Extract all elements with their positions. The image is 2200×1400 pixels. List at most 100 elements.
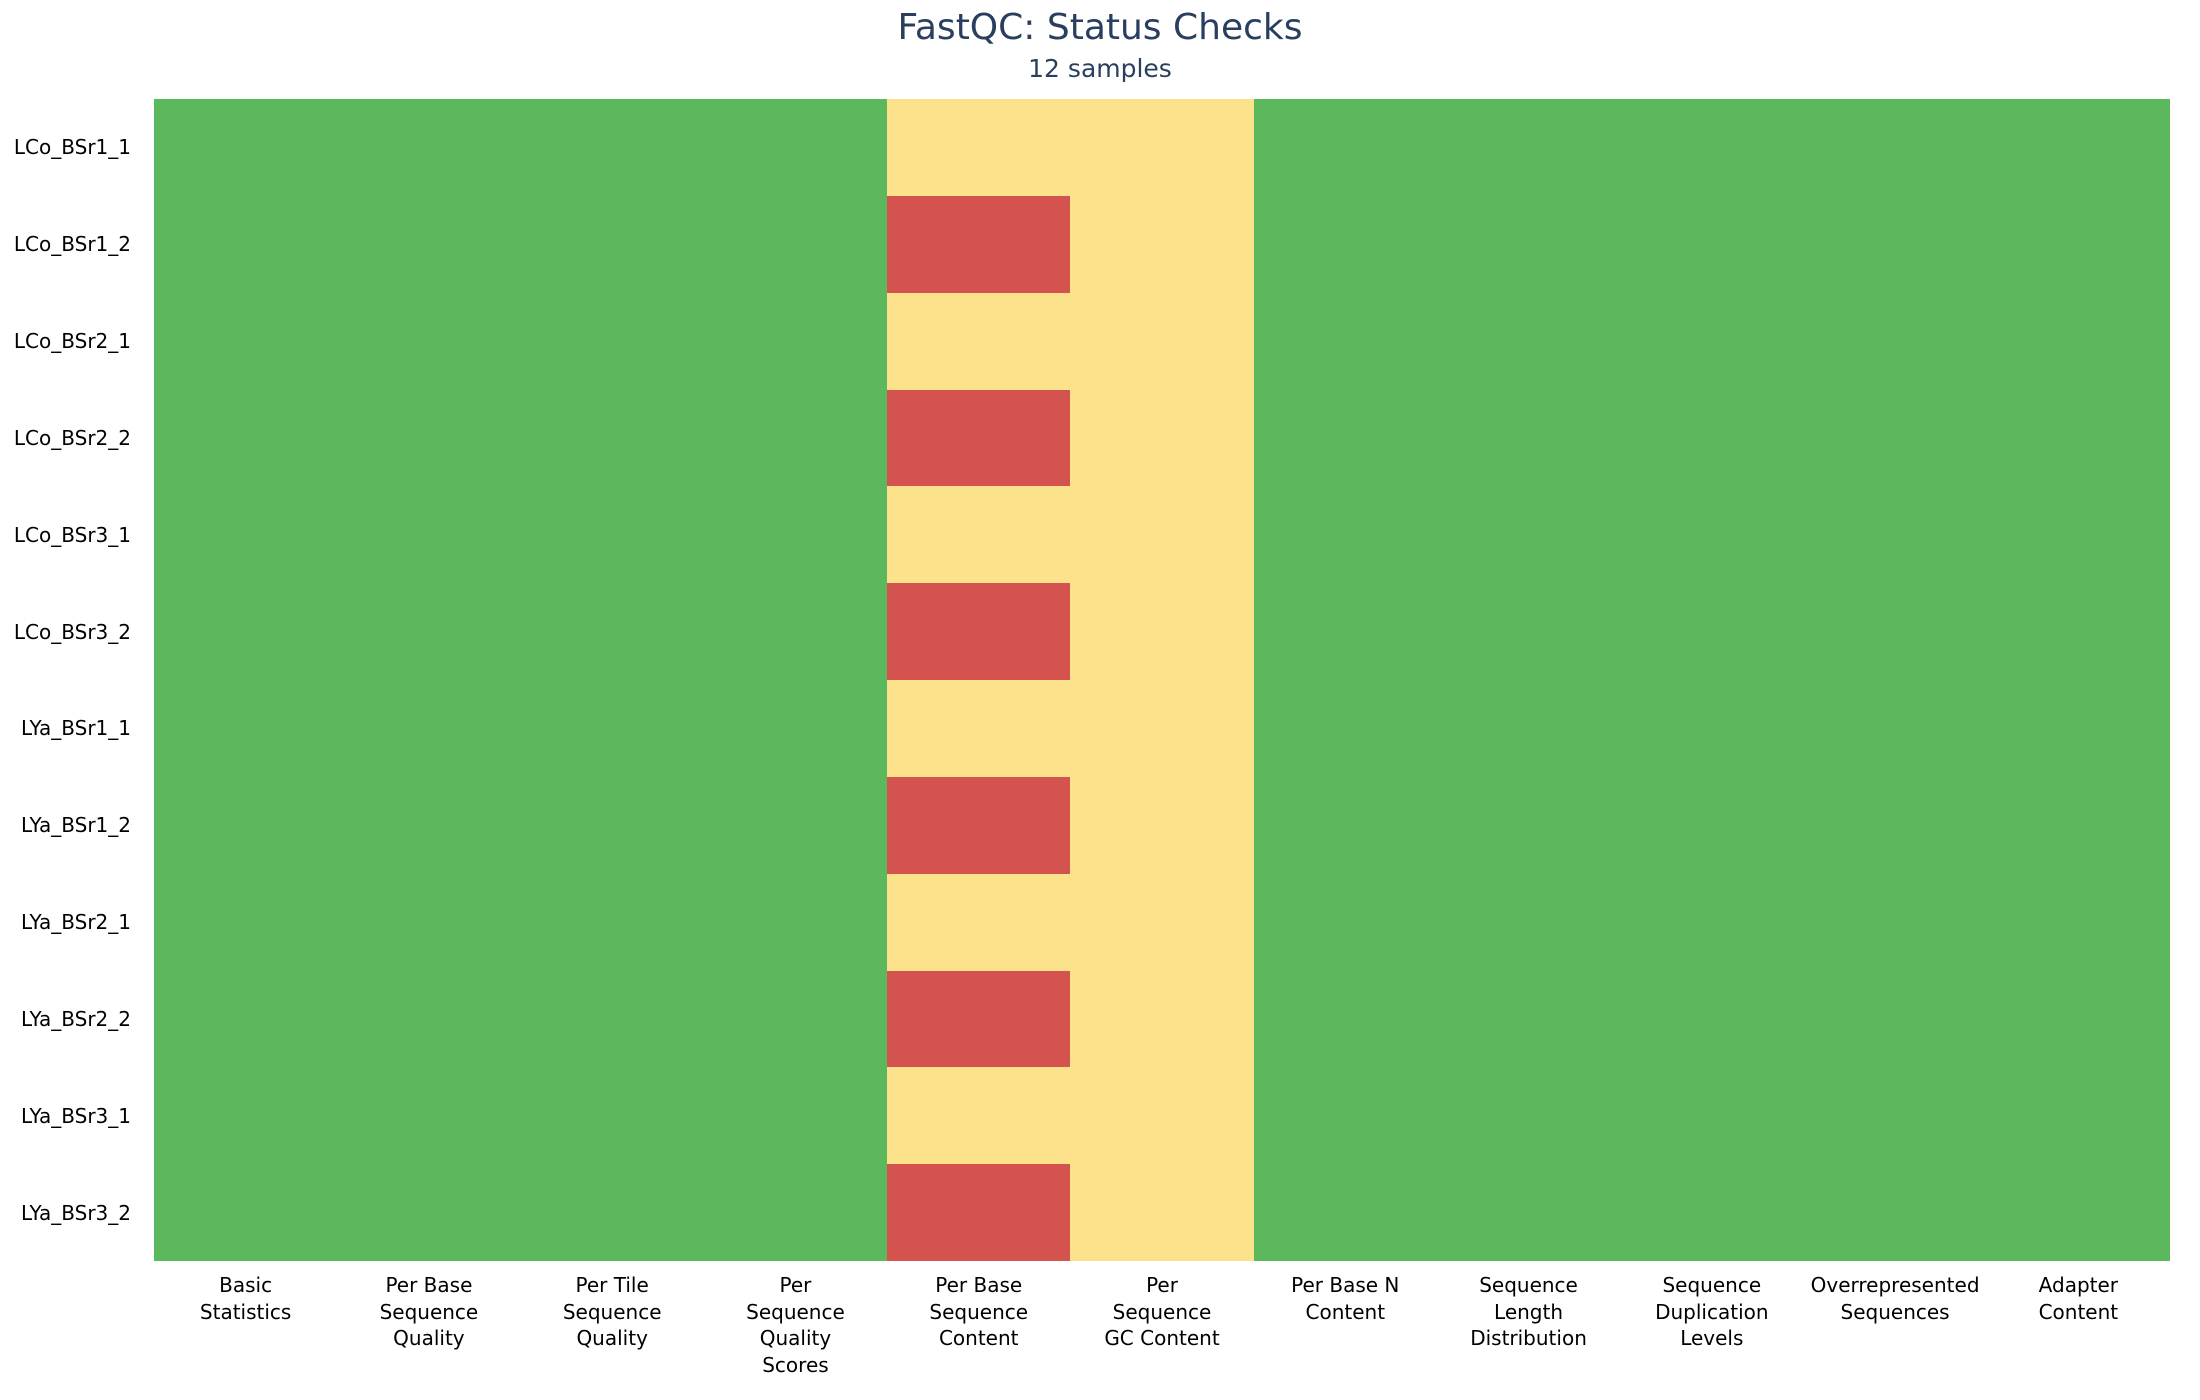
x-tick-label: Overrepresented Sequences: [1810, 1273, 1980, 1324]
heatmap-cell: [1620, 1067, 1804, 1165]
heatmap-cell: [337, 1164, 522, 1261]
heatmap-cell: [1803, 389, 1988, 487]
heatmap-cell: [1436, 970, 1621, 1068]
heatmap-cell: [1986, 486, 2170, 584]
y-tick-label: LYa_BSr1_1: [21, 716, 131, 741]
y-tick-label: LYa_BSr3_2: [21, 1200, 131, 1225]
x-axis-tick-labels: Basic Statistics Per Base Sequence Quality Pe…: [154, 1272, 2170, 1400]
heatmap-cell: [154, 486, 338, 584]
heatmap-cell: [703, 486, 888, 584]
heatmap-cell: [1070, 873, 1255, 971]
heatmap-cell: [1436, 776, 1621, 875]
heatmap-cell: [1620, 873, 1804, 971]
heatmap-cell: [1620, 486, 1804, 584]
heatmap-cell: [703, 776, 888, 875]
heatmap-cell: [337, 195, 522, 294]
heatmap-cell: [520, 195, 705, 294]
heatmap-cell: [1253, 776, 1438, 875]
y-tick-label: LCo_BSr2_1: [13, 329, 131, 354]
heatmap-cell: [1070, 292, 1255, 390]
y-tick-label: LYa_BSr3_1: [21, 1103, 131, 1128]
heatmap-cell: [1986, 680, 2170, 778]
heatmap-cell: [520, 873, 705, 971]
heatmap-cell: [703, 1164, 888, 1261]
heatmap-cell: [1620, 389, 1804, 487]
heatmap-cell: [1253, 389, 1438, 487]
heatmap-cell: [154, 873, 338, 971]
heatmap-cell: [154, 1164, 338, 1261]
heatmap-cell: [887, 1164, 1071, 1261]
heatmap-cell: [520, 680, 705, 778]
heatmap-cell: [1436, 583, 1621, 681]
heatmap-cell: [520, 486, 705, 584]
heatmap-cell: [887, 486, 1071, 584]
heatmap-cell: [887, 970, 1071, 1068]
heatmap-cell: [154, 292, 338, 390]
heatmap-cell: [703, 1067, 888, 1165]
heatmap-cell: [1986, 389, 2170, 487]
x-tick-label: Per Base Sequence Content: [929, 1273, 1029, 1350]
heatmap-cell: [1986, 583, 2170, 681]
heatmap-cell: [887, 873, 1071, 971]
heatmap-cell: [887, 680, 1071, 778]
heatmap-cell: [1070, 1067, 1255, 1165]
heatmap-cell: [1803, 583, 1988, 681]
heatmap-cell: [1986, 776, 2170, 875]
y-axis-tick-labels: LCo_BSr1_1 LCo_BSr1_2 LCo_BSr2_1 LCo_BSr2_2…: [0, 99, 131, 1261]
y-tick-label: LYa_BSr2_2: [21, 1006, 131, 1031]
heatmap-cell: [1803, 99, 1988, 197]
heatmap-cell: [154, 970, 338, 1068]
heatmap-cell: [1986, 195, 2170, 294]
heatmap-cell: [887, 776, 1071, 875]
x-tick-label: Per Base Sequence Quality: [379, 1273, 479, 1350]
heatmap-cell: [703, 680, 888, 778]
heatmap-cell: [1436, 680, 1621, 778]
heatmap-cell: [337, 389, 522, 487]
heatmap-cell: [1070, 583, 1255, 681]
heatmap-cell: [1253, 486, 1438, 584]
heatmap-cell: [703, 195, 888, 294]
heatmap-cell: [1253, 195, 1438, 294]
heatmap-cell: [703, 873, 888, 971]
x-tick-label: Sequence Length Distribution: [1470, 1273, 1587, 1350]
status-heatmap-plot-area: [154, 99, 2170, 1261]
heatmap-cell: [520, 583, 705, 681]
heatmap-cell: [1986, 873, 2170, 971]
chart-subtitle: 12 samples: [1028, 54, 1172, 83]
heatmap-cell: [1620, 195, 1804, 294]
x-tick-label: Basic Statistics: [199, 1273, 292, 1324]
heatmap-cell: [1070, 99, 1255, 197]
heatmap-cell: [887, 292, 1071, 390]
heatmap-cell: [1986, 99, 2170, 197]
heatmap-cell: [520, 970, 705, 1068]
heatmap-cell: [1436, 99, 1621, 197]
x-tick-label: Per Tile Sequence Quality: [562, 1273, 662, 1350]
heatmap-cell: [337, 1067, 522, 1165]
heatmap-cell: [520, 1067, 705, 1165]
heatmap-cell: [1070, 1164, 1255, 1261]
heatmap-cell: [1803, 195, 1988, 294]
heatmap-cell: [1803, 873, 1988, 971]
heatmap-cell: [1070, 486, 1255, 584]
heatmap-cell: [1803, 680, 1988, 778]
y-tick-label: LCo_BSr3_1: [13, 522, 131, 547]
heatmap-cell: [154, 99, 338, 197]
x-tick-label: Per Base N Content: [1291, 1273, 1400, 1324]
heatmap-cell: [1620, 1164, 1804, 1261]
heatmap-cell: [703, 292, 888, 390]
heatmap-cell: [703, 389, 888, 487]
heatmap-cell: [1436, 1164, 1621, 1261]
heatmap-cell: [154, 1067, 338, 1165]
heatmap-cell: [1253, 970, 1438, 1068]
heatmap-cell: [1436, 195, 1621, 294]
heatmap-cell: [1436, 873, 1621, 971]
heatmap-cell: [887, 389, 1071, 487]
heatmap-cell: [1620, 583, 1804, 681]
heatmap-cell: [887, 99, 1071, 197]
y-tick-label: LCo_BSr2_2: [13, 425, 131, 450]
y-tick-label: LYa_BSr2_1: [21, 910, 131, 935]
heatmap-cell: [520, 776, 705, 875]
heatmap-cell: [337, 292, 522, 390]
heatmap-cell: [703, 583, 888, 681]
